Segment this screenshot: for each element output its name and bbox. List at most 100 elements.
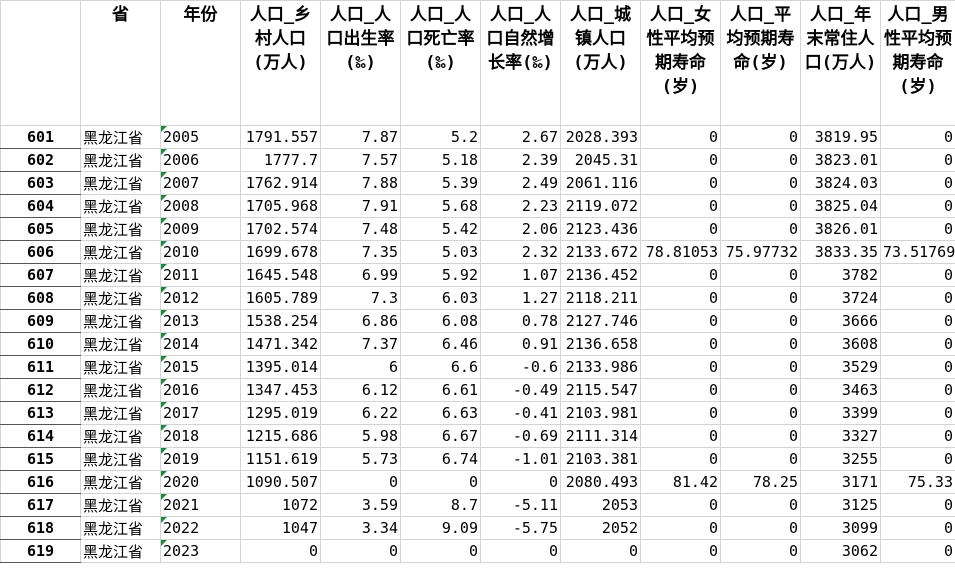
cell: 0: [720, 539, 801, 563]
cell: 6.22: [320, 401, 401, 425]
cell: 1047: [240, 516, 321, 540]
cell: 3826.01: [800, 217, 881, 241]
cell: 1151.619: [240, 447, 321, 471]
cell: 3463: [800, 378, 881, 402]
cell: 1762.914: [240, 171, 321, 195]
cell: 黑龙江省: [80, 171, 161, 195]
cell: 2011: [160, 263, 241, 287]
cell: 0: [720, 378, 801, 402]
cell: 0: [640, 447, 721, 471]
cell: 0: [400, 539, 481, 563]
cell: 5.42: [400, 217, 481, 241]
cell: 6.99: [320, 263, 401, 287]
cell: 2019: [160, 447, 241, 471]
cell: 黑龙江省: [80, 309, 161, 333]
cell: 5.2: [400, 125, 481, 149]
cell: 3608: [800, 332, 881, 356]
cell: 0: [640, 125, 721, 149]
cell: 0.78: [480, 309, 561, 333]
cell: 7.37: [320, 332, 401, 356]
cell: 0: [640, 516, 721, 540]
cell: 0: [640, 286, 721, 310]
cell: 6.08: [400, 309, 481, 333]
cell: 0: [880, 309, 955, 333]
cell: 78.25: [720, 470, 801, 494]
cell: 0: [640, 148, 721, 172]
cell: 2008: [160, 194, 241, 218]
cell: 黑龙江省: [80, 424, 161, 448]
cell: 2111.314: [560, 424, 641, 448]
cell: 3.34: [320, 516, 401, 540]
cell: 5.68: [400, 194, 481, 218]
row-number: 607: [0, 263, 81, 287]
cell: 3529: [800, 355, 881, 379]
cell: 2014: [160, 332, 241, 356]
row-number: 602: [0, 148, 81, 172]
cell: 黑龙江省: [80, 148, 161, 172]
cell: 0: [720, 217, 801, 241]
cell: 0: [880, 286, 955, 310]
cell: 1605.789: [240, 286, 321, 310]
cell: 73.51769: [880, 240, 955, 264]
cell: -0.49: [480, 378, 561, 402]
cell: 0: [640, 217, 721, 241]
cell: 0: [720, 171, 801, 195]
cell: 3327: [800, 424, 881, 448]
cell: 6.67: [400, 424, 481, 448]
cell: 5.92: [400, 263, 481, 287]
cell: 2007: [160, 171, 241, 195]
cell: 2103.381: [560, 447, 641, 471]
cell: 7.87: [320, 125, 401, 149]
column-header: 年份: [160, 0, 241, 126]
cell: 2133.672: [560, 240, 641, 264]
cell: 1090.507: [240, 470, 321, 494]
cell: 1777.7: [240, 148, 321, 172]
cell: 6: [320, 355, 401, 379]
spreadsheet: 省年份 人口_乡村人口(万人) 人口_人口出生率(‰) 人口_人口死亡率(‰) 人口_人…: [0, 0, 955, 563]
row-number: 604: [0, 194, 81, 218]
cell: 3255: [800, 447, 881, 471]
cell: 6.46: [400, 332, 481, 356]
cell: 0: [640, 332, 721, 356]
cell: 0.91: [480, 332, 561, 356]
cell: 1.27: [480, 286, 561, 310]
cell: 0: [720, 148, 801, 172]
cell: 0: [560, 539, 641, 563]
row-number: 615: [0, 447, 81, 471]
cell: 3823.01: [800, 148, 881, 172]
cell: 2017: [160, 401, 241, 425]
cell: 0: [720, 194, 801, 218]
cell: 1702.574: [240, 217, 321, 241]
cell: 2.32: [480, 240, 561, 264]
cell: 0: [880, 217, 955, 241]
cell: 1.07: [480, 263, 561, 287]
cell: 3782: [800, 263, 881, 287]
cell: 3125: [800, 493, 881, 517]
data-row: 609 黑龙江省 2013 1538.254 6.86 6.08 0.78 2127.746 0…: [0, 309, 955, 333]
cell: 0: [480, 539, 561, 563]
cell: 2013: [160, 309, 241, 333]
cell: 0: [880, 493, 955, 517]
cell: 2136.658: [560, 332, 641, 356]
cell: -0.6: [480, 355, 561, 379]
cell: 0: [640, 493, 721, 517]
cell: 2.06: [480, 217, 561, 241]
row-number: 609: [0, 309, 81, 333]
cell: 7.3: [320, 286, 401, 310]
cell: 黑龙江省: [80, 355, 161, 379]
cell: 1395.014: [240, 355, 321, 379]
cell: 1538.254: [240, 309, 321, 333]
cell: 3099: [800, 516, 881, 540]
cell: 7.48: [320, 217, 401, 241]
cell: -0.41: [480, 401, 561, 425]
cell: 1347.453: [240, 378, 321, 402]
data-row: 615 黑龙江省 2019 1151.619 5.73 6.74 -1.01 2103.381…: [0, 447, 955, 471]
row-number: 601: [0, 125, 81, 149]
row-number: 612: [0, 378, 81, 402]
cell: 78.81053: [640, 240, 721, 264]
cell: 2020: [160, 470, 241, 494]
cell: 3724: [800, 286, 881, 310]
data-row: 601 黑龙江省 2005 1791.557 7.87 5.2 2.67 2028.393 0 0…: [0, 125, 955, 149]
cell: 0: [480, 470, 561, 494]
